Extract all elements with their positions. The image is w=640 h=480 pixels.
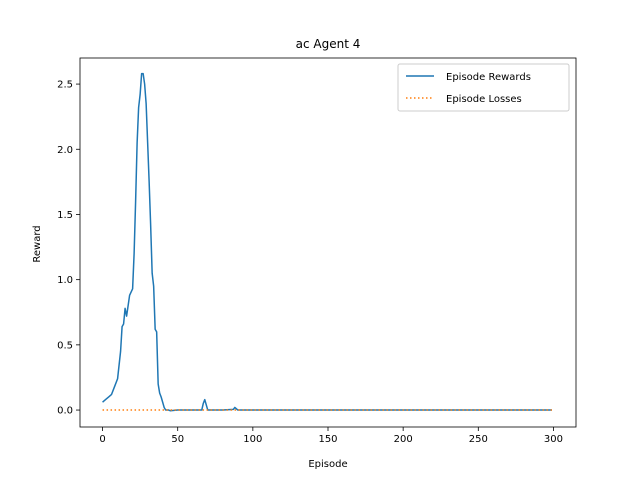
series-line-episode-rewards xyxy=(102,72,552,412)
plot-area xyxy=(102,72,552,412)
legend-label-episode-losses: Episode Losses xyxy=(446,94,522,105)
x-tick-label: 100 xyxy=(243,434,262,445)
legend-box xyxy=(397,63,570,112)
x-tick-label: 300 xyxy=(544,434,563,445)
legend: Episode Rewards Episode Losses xyxy=(397,63,570,112)
y-tick-label: 1.5 xyxy=(57,210,73,221)
y-axis-label: Reward xyxy=(32,225,43,262)
y-tick-label: 1.0 xyxy=(57,275,73,286)
x-tick-label: 150 xyxy=(318,434,337,445)
axes-frame xyxy=(79,57,577,428)
x-tick-label: 0 xyxy=(99,434,105,445)
x-axis: 0 50 100 150 200 250 300 xyxy=(99,427,563,445)
x-tick-label: 50 xyxy=(171,434,184,445)
y-tick-label: 2.5 xyxy=(57,80,73,91)
x-tick-label: 200 xyxy=(394,434,413,445)
y-tick-label: 0.0 xyxy=(57,406,73,417)
x-axis-label: Episode xyxy=(308,459,347,470)
chart-title: ac Agent 4 xyxy=(296,37,361,51)
y-tick-label: 0.5 xyxy=(57,340,73,351)
legend-label-episode-rewards: Episode Rewards xyxy=(446,72,531,83)
y-tick-label: 2.0 xyxy=(57,145,73,156)
x-tick-label: 250 xyxy=(469,434,488,445)
y-axis: 0.0 0.5 1.0 1.5 2.0 2.5 xyxy=(57,80,80,417)
